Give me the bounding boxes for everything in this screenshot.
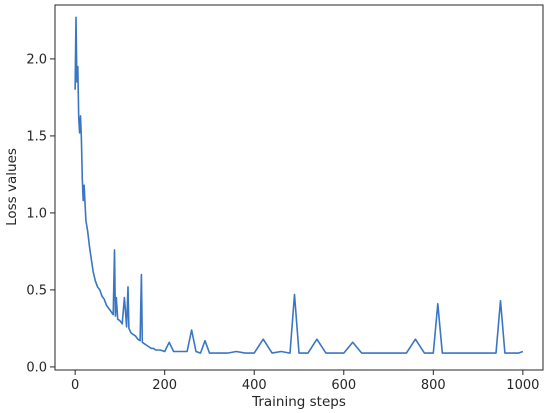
x-tick-label: 1000 <box>506 378 539 393</box>
plot-area <box>74 16 524 354</box>
y-tick-label: 1.5 <box>26 129 47 144</box>
y-tick-label: 0.0 <box>26 360 47 375</box>
y-tick-label: 1.0 <box>26 206 47 221</box>
y-tick-label: 2.0 <box>26 52 47 67</box>
x-tick-label: 400 <box>242 378 267 393</box>
x-tick-label: 800 <box>421 378 446 393</box>
axes-frame <box>54 4 544 371</box>
x-axis-ticks: 0 200 400 600 800 1000 <box>71 370 539 393</box>
y-tick-label: 0.5 <box>26 283 47 298</box>
loss-series-line <box>74 16 524 354</box>
x-axis-label: Training steps <box>251 394 346 410</box>
x-tick-label: 600 <box>331 378 356 393</box>
y-axis-label: Loss values <box>4 148 20 226</box>
y-axis-ticks: 0.0 0.5 1.0 1.5 2.0 <box>26 52 55 375</box>
x-tick-label: 0 <box>71 378 79 393</box>
x-tick-label: 200 <box>152 378 177 393</box>
